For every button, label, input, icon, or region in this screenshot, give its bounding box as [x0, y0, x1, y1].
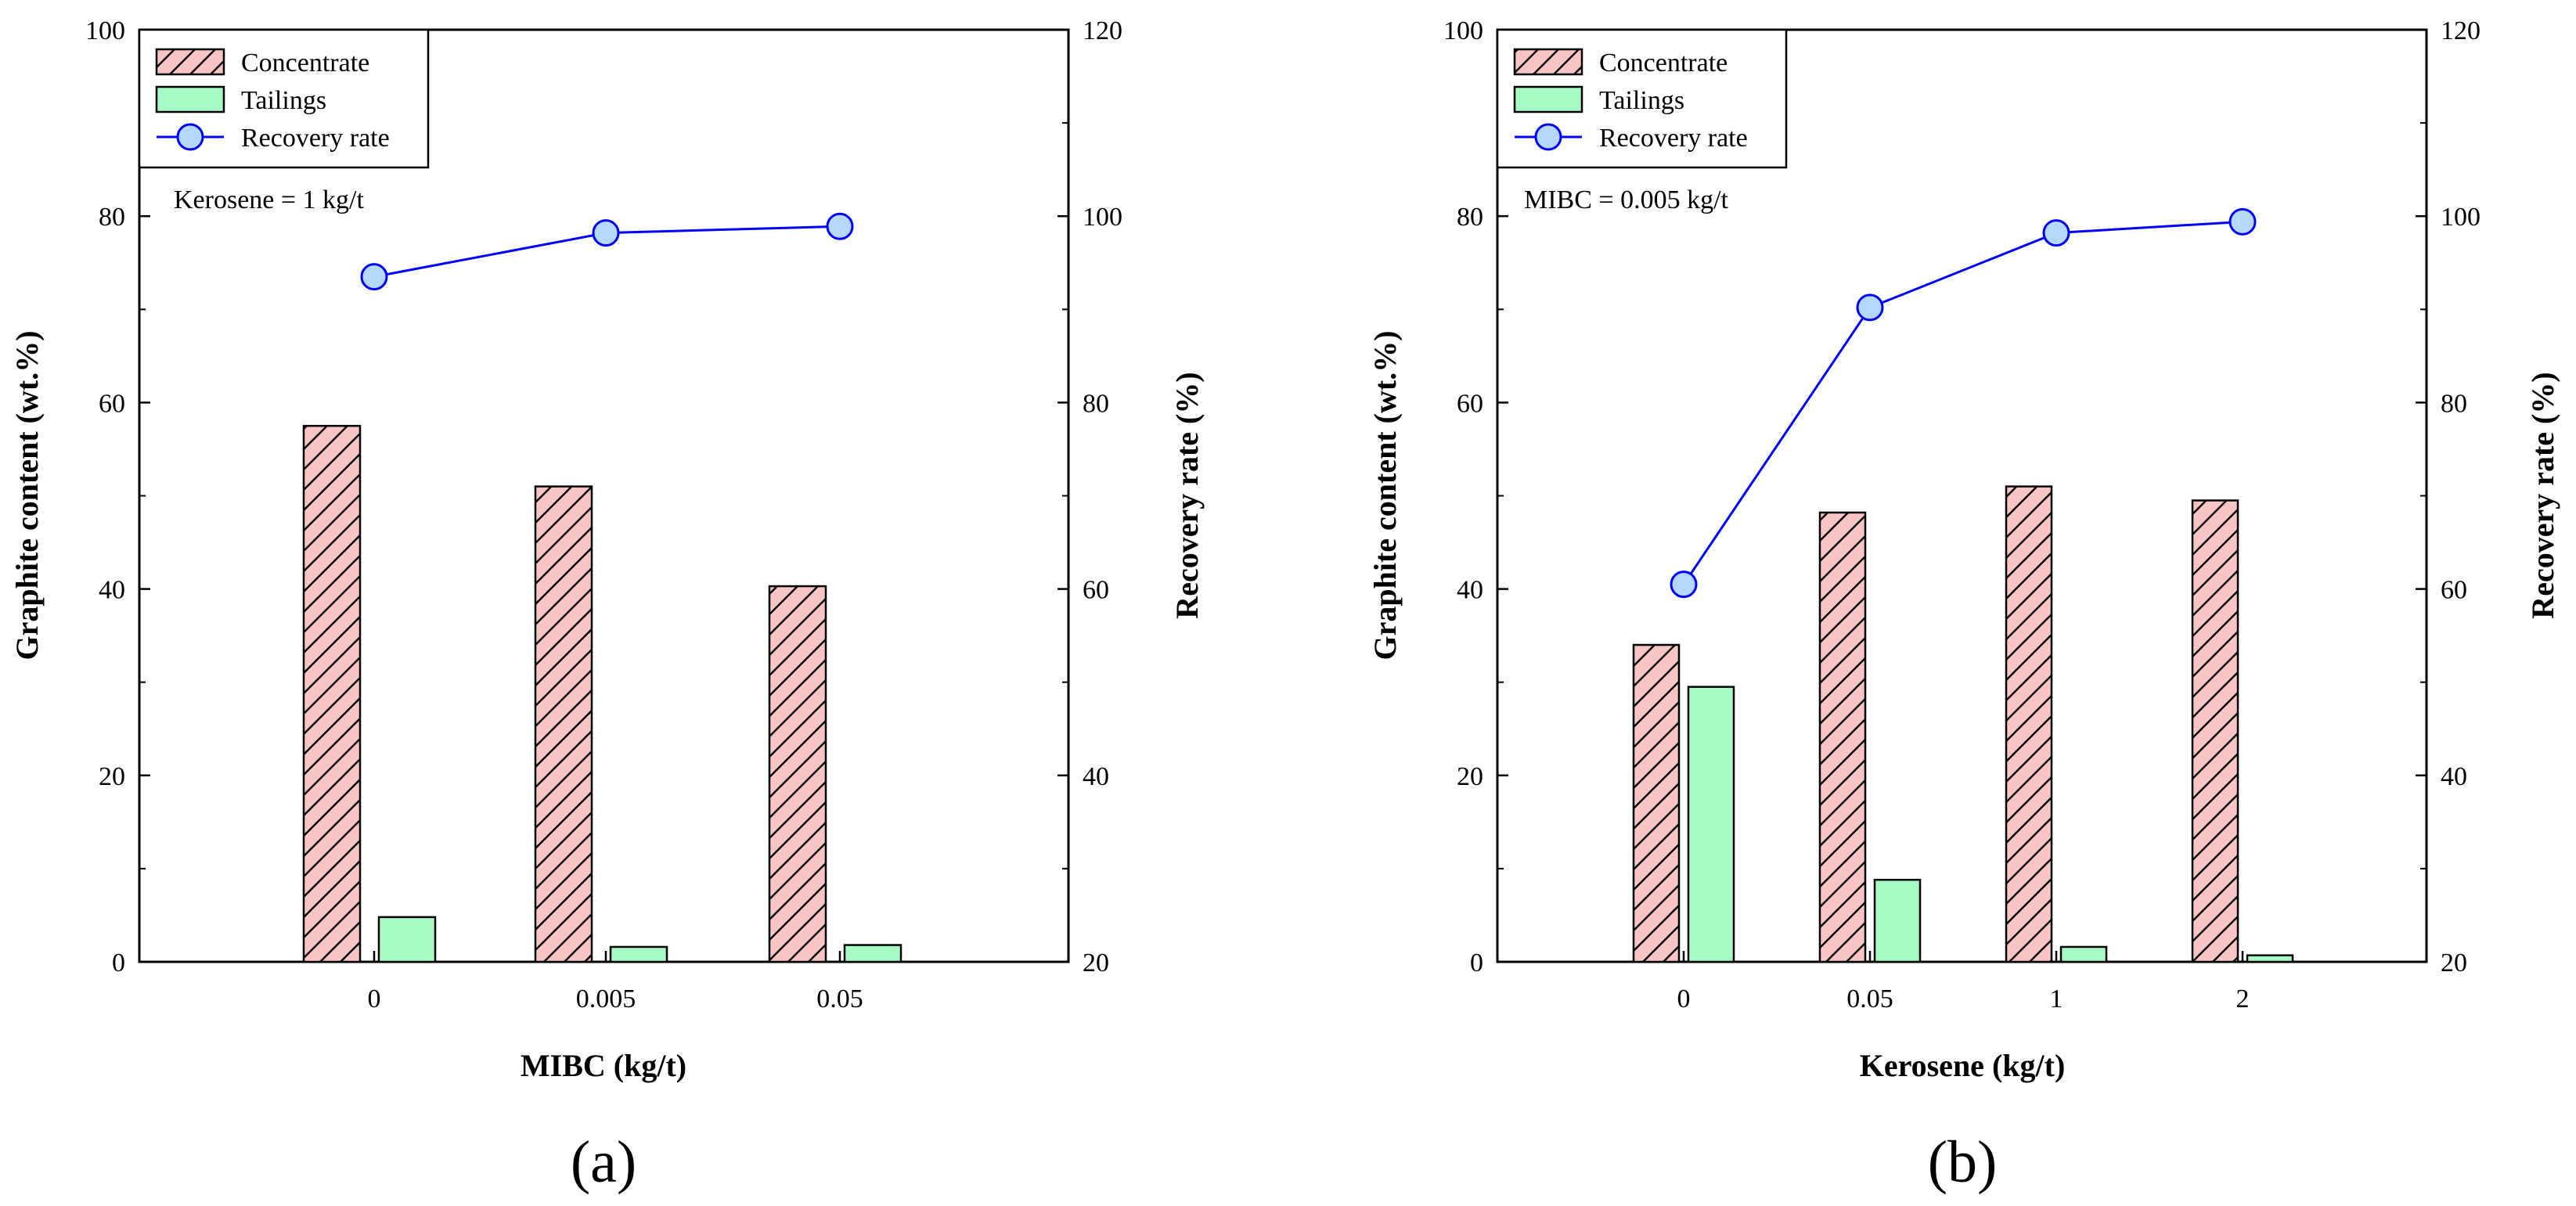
concentrate-bar [2191, 499, 2239, 963]
y-tick-label: 80 [99, 203, 125, 232]
y2-tick-label: 100 [2441, 203, 2481, 232]
x-tick-label: 0.05 [1846, 985, 1893, 1013]
legend-tailings-label: Tailings [241, 86, 326, 115]
legend-tailings-label: Tailings [1599, 86, 1684, 115]
panel-b: 0 20 40 60 80 100 20 40 60 80 100 120 0 0.05 1 2 Grap… [1367, 16, 2560, 1195]
concentrate-bar [1818, 511, 1867, 963]
panel-a-label: (a) [571, 1129, 636, 1195]
tailings-bar [2246, 954, 2294, 963]
y2-tick-label: 20 [1083, 949, 1109, 977]
recovery-rate-line [1682, 220, 2243, 585]
y2-tick-label: 120 [2441, 16, 2481, 45]
x-tick-label: 0.05 [816, 985, 863, 1013]
panel-b-y-axis-title: Graphite content (wt.%) [1367, 330, 1403, 660]
panel-a-annotation: Kerosene = 1 kg/t [174, 185, 365, 214]
legend-recovery-label: Recovery rate [1599, 124, 1748, 153]
y-tick-label: 0 [1470, 949, 1483, 977]
panel-a-x-ticks: 0 0.005 0.05 [368, 951, 863, 1013]
concentrate-bar [768, 585, 827, 963]
recovery-rate-point [2042, 219, 2070, 247]
recovery-rate-point [1670, 571, 1698, 599]
y-tick-label: 80 [1457, 203, 1483, 232]
panel-b-legend: Concentrate Tailings Recovery rate [1496, 28, 1788, 169]
legend-concentrate-swatch [155, 48, 225, 76]
tailings-bar [609, 945, 668, 963]
recovery-rate-point [826, 212, 854, 240]
legend-tailings-swatch [1513, 85, 1583, 113]
recovery-rate-point [360, 263, 388, 291]
concentrate-bar [534, 485, 593, 963]
x-tick-label: 1 [2050, 985, 2063, 1013]
panel-b-x-axis-title: Kerosene (kg/t) [1860, 1048, 2066, 1083]
y2-tick-label: 20 [2441, 949, 2467, 977]
x-tick-label: 2 [2236, 985, 2250, 1013]
y2-tick-label: 100 [1083, 203, 1122, 232]
legend-tailings-swatch [155, 85, 225, 113]
panel-a-y2-axis-title: Recovery rate (%) [1169, 372, 1205, 618]
tailings-bar [2059, 945, 2108, 963]
panel-a-x-axis-title: MIBC (kg/t) [521, 1048, 686, 1083]
recovery-rate-point [1856, 293, 1884, 322]
y-tick-label: 60 [1457, 389, 1483, 418]
y-tick-label: 20 [99, 762, 125, 791]
x-tick-label: 0 [1677, 985, 1691, 1013]
legend-recovery-marker [176, 123, 204, 151]
tailings-bar [1873, 878, 1922, 963]
y2-tick-label: 40 [1083, 762, 1109, 791]
tailings-bar [377, 916, 437, 963]
recovery-rate-point [592, 219, 620, 247]
x-tick-label: 0 [368, 985, 381, 1013]
tailings-bar [1687, 686, 1735, 963]
x-tick-label: 0.005 [576, 985, 636, 1013]
concentrate-bar [302, 424, 362, 963]
y2-tick-label: 40 [2441, 762, 2467, 791]
y2-tick-label: 80 [1083, 389, 1109, 418]
panel-b-x-ticks: 0 0.05 1 2 [1677, 951, 2250, 1013]
panel-b-y2-ticks: 20 40 60 80 100 120 [2416, 16, 2481, 977]
y-tick-label: 100 [85, 16, 125, 45]
y-tick-label: 0 [112, 949, 125, 977]
legend-recovery-label: Recovery rate [241, 124, 390, 153]
panel-b-y-ticks: 0 20 40 60 80 100 [1443, 16, 1508, 977]
y2-tick-label: 60 [2441, 576, 2467, 605]
y-tick-label: 40 [99, 576, 125, 605]
legend-concentrate-swatch [1513, 48, 1583, 76]
y-tick-label: 60 [99, 389, 125, 418]
y-tick-label: 20 [1457, 762, 1483, 791]
y-tick-label: 40 [1457, 576, 1483, 605]
panel-a-legend: Concentrate Tailings Recovery rate [138, 28, 430, 169]
recovery-rate-point [2228, 207, 2257, 236]
legend-concentrate-label: Concentrate [241, 49, 369, 77]
panel-a-bars [302, 424, 903, 963]
y2-tick-label: 80 [2441, 389, 2467, 418]
concentrate-bar [1632, 643, 1681, 963]
y2-tick-label: 60 [1083, 576, 1109, 605]
concentrate-bar [2005, 485, 2053, 963]
panel-a-recovery-line [360, 212, 854, 291]
panel-b-recovery-line [1670, 207, 2257, 599]
y-tick-label: 100 [1443, 16, 1483, 45]
panel-a-y-axis-title: Graphite content (wt.%) [9, 330, 45, 660]
panel-a-frame [138, 28, 1070, 963]
tailings-bar [843, 944, 903, 963]
legend-concentrate-label: Concentrate [1599, 49, 1728, 77]
panel-b-y2-axis-title: Recovery rate (%) [2525, 372, 2560, 618]
panel-b-annotation: MIBC = 0.005 kg/t [1524, 185, 1729, 214]
panel-b-label: (b) [1928, 1129, 1998, 1195]
panel-b-bars [1632, 485, 2294, 963]
panel-a-y2-ticks: 20 40 60 80 100 120 [1057, 16, 1122, 977]
y2-tick-label: 120 [1083, 16, 1122, 45]
panel-a: 0 20 40 60 80 100 20 40 60 80 100 120 0 0.005 0.05 G… [9, 16, 1205, 1195]
legend-recovery-marker [1534, 123, 1562, 151]
